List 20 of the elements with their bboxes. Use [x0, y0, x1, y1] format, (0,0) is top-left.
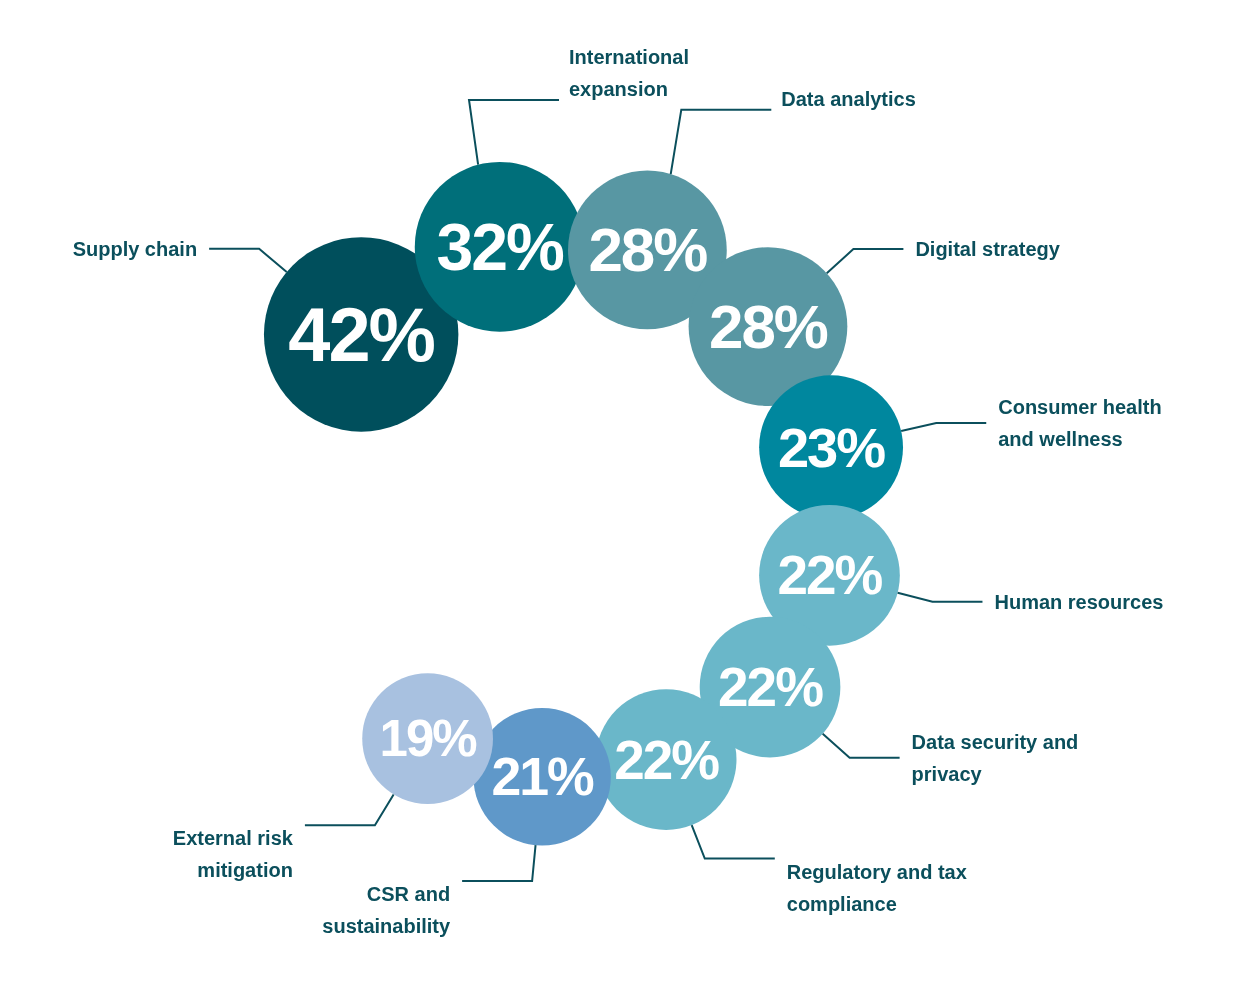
category-label: International expansion — [569, 45, 690, 100]
data-label: 22% — [614, 728, 720, 791]
data-label: 22% — [777, 544, 883, 607]
data-label: 28% — [588, 215, 708, 285]
data-label: 23% — [777, 415, 886, 479]
category-label: CSR and sustainability — [322, 883, 451, 938]
category-label: Data security and privacy — [911, 730, 1079, 785]
category-label: Consumer health and wellness — [998, 395, 1162, 450]
category-label: Supply chain — [72, 237, 198, 260]
data-label: 22% — [718, 656, 824, 719]
category-label: Digital strategy — [915, 238, 1061, 261]
category-label: Regulatory and tax compliance — [786, 860, 967, 915]
data-label: 32% — [436, 209, 564, 284]
data-label: 28% — [709, 292, 828, 361]
category-label: Data analytics — [781, 87, 916, 110]
data-label: 21% — [491, 746, 595, 807]
data-label: 19% — [379, 710, 477, 768]
data-label: 42% — [288, 291, 435, 377]
category-label: Human resources — [994, 590, 1164, 613]
category-label: External risk mitigation — [172, 827, 294, 882]
